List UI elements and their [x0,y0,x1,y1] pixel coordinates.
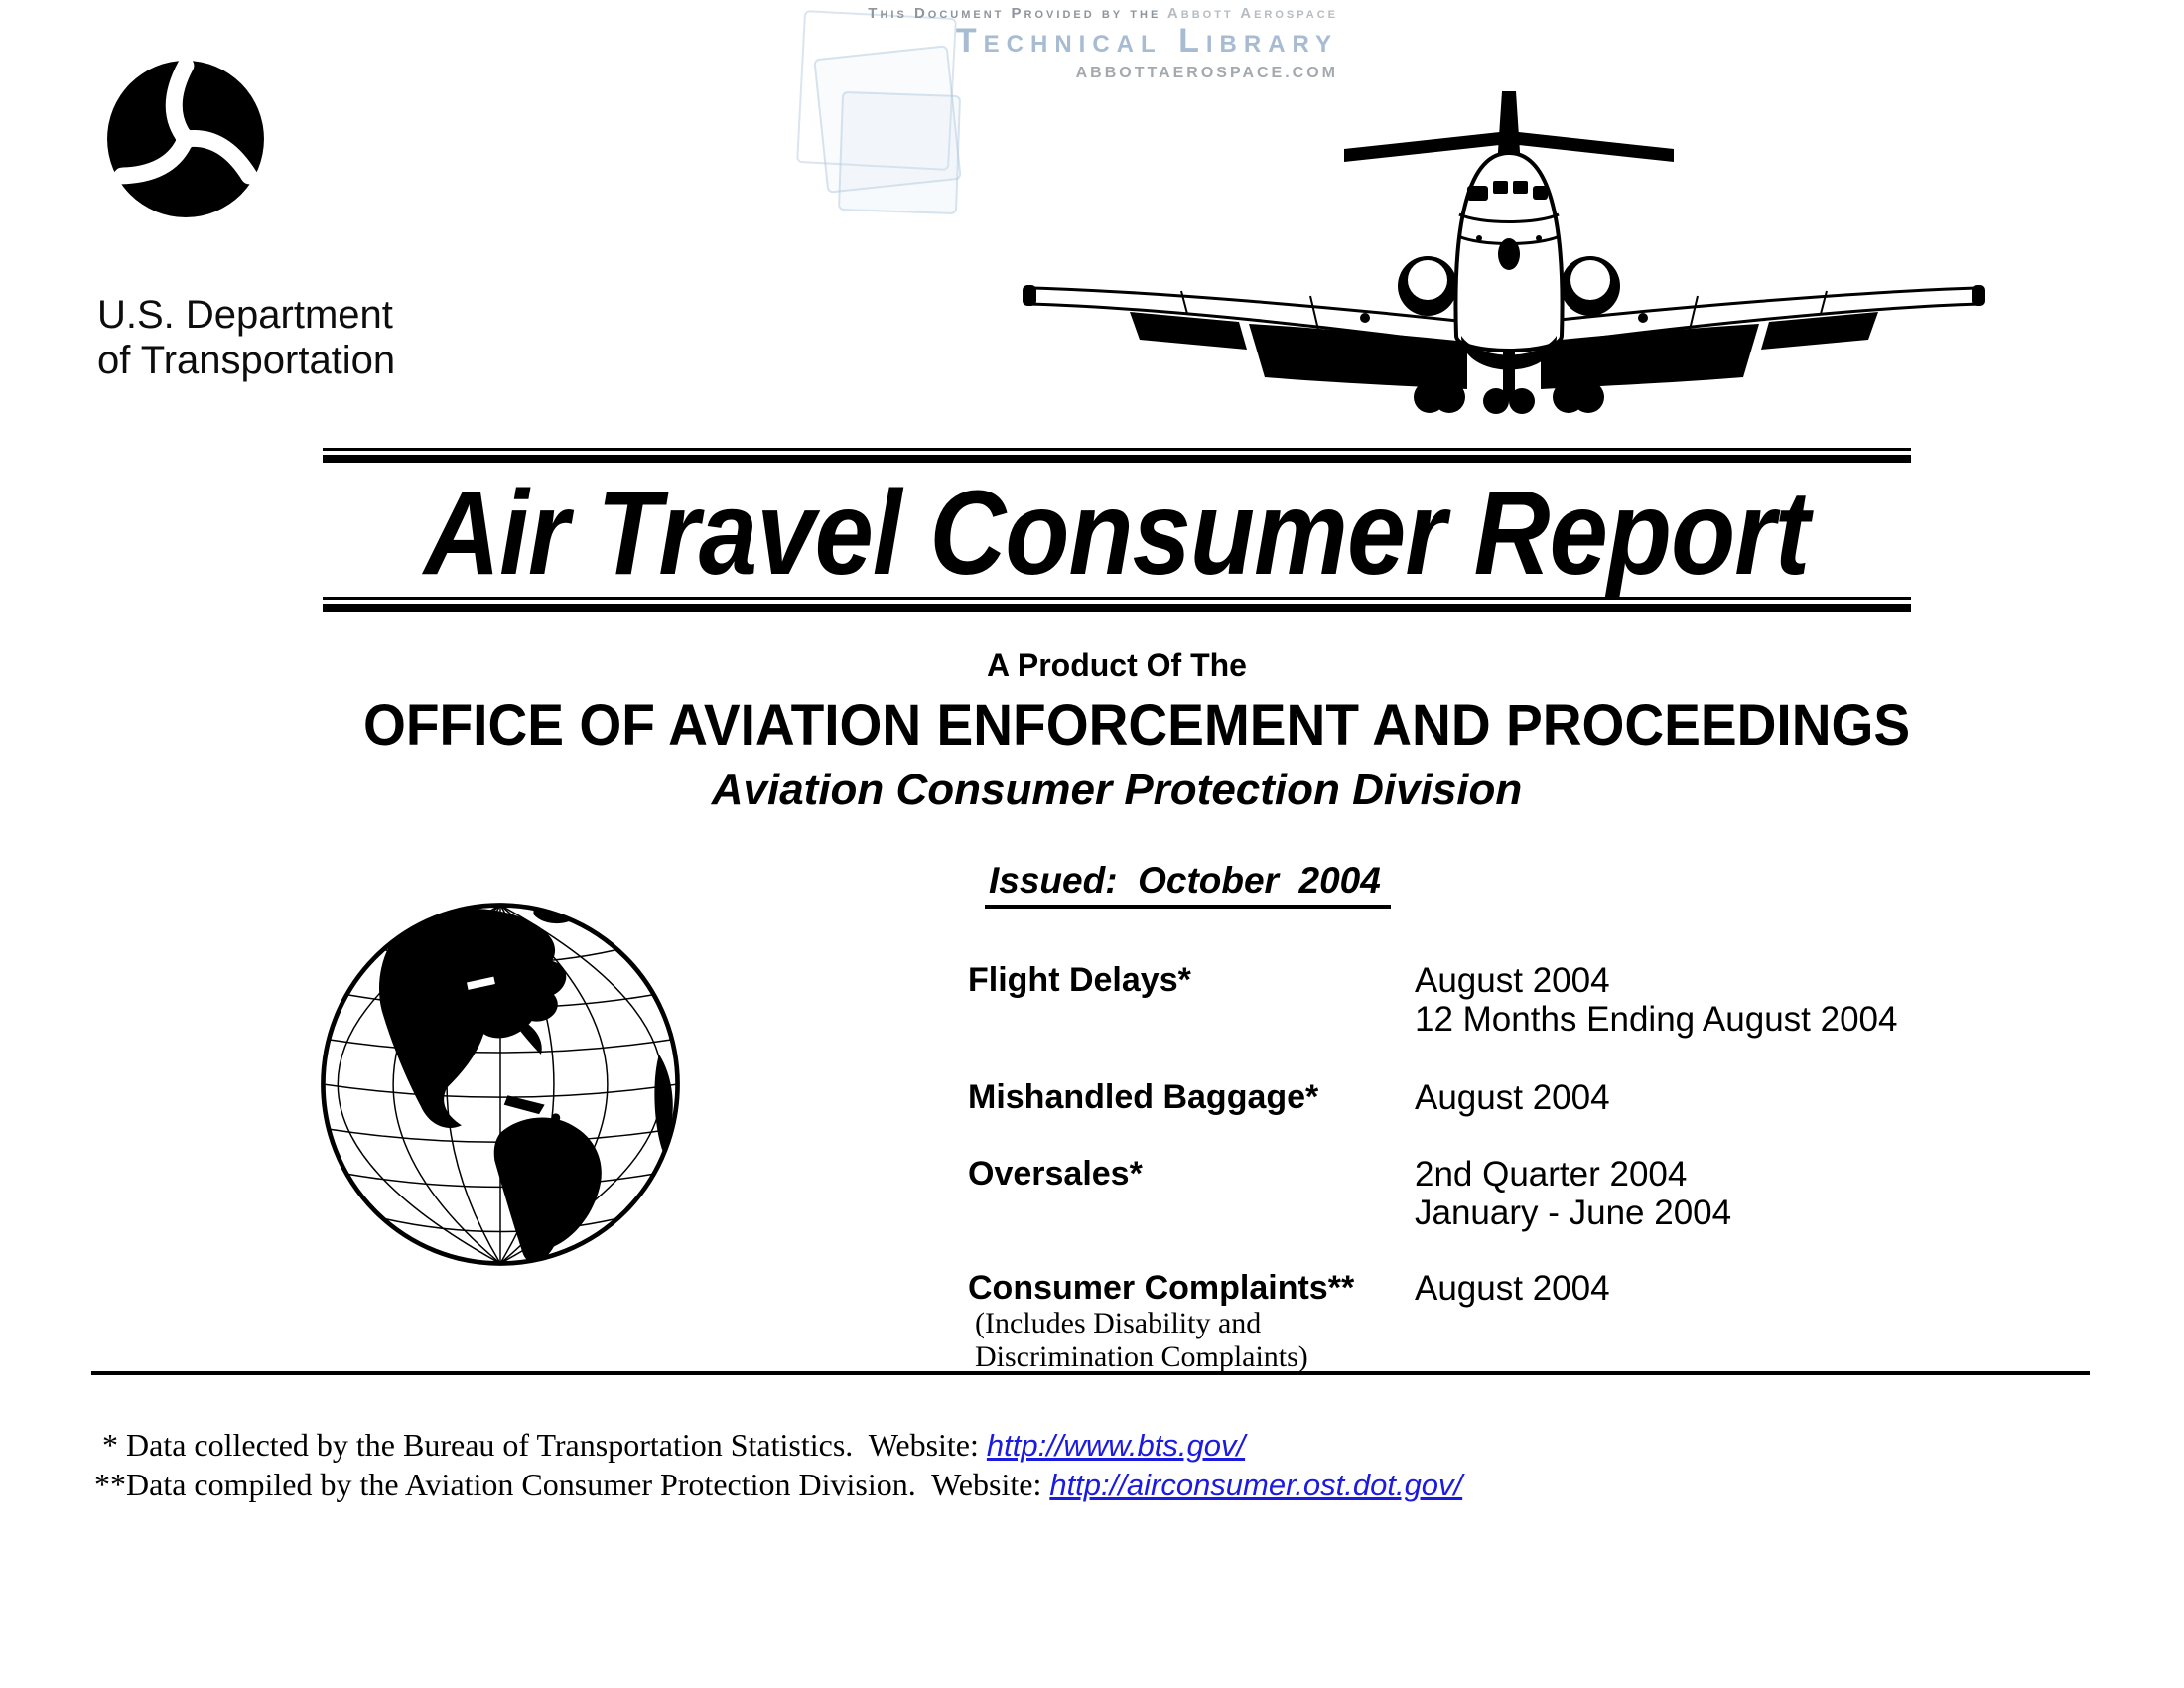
title-rule-bottom-thin [323,597,1911,600]
watermark-provided-by: This Document Provided by the [868,5,1161,22]
report-item-consumer-complaints: Consumer Complaints** [968,1269,1355,1307]
footnote-divider-rule [91,1371,2090,1375]
title-rule-top-thin [323,448,1911,451]
bts-website-link[interactable]: http://www.bts.gov/ [986,1428,1246,1463]
watermark-provided-line: This Document Provided by the Abbott Aer… [868,5,1338,23]
subtitle-office: OFFICE OF AVIATION ENFORCEMENT AND PROCE… [323,694,1911,758]
subtitle-product-of: A Product Of The [987,647,1247,683]
subtitle-block: A Product Of The OFFICE OF AVIATION ENFO… [323,647,1911,815]
footnote-acpd: **Data compiled by the Aviation Consumer… [94,1466,1462,1505]
footnote-bts-text: * Data collected by the Bureau of Transp… [94,1427,987,1463]
footnote-acpd-text: **Data compiled by the Aviation Consumer… [94,1466,1050,1502]
note-line: (Includes Disability and [975,1307,1262,1339]
watermark-sheet [837,90,962,215]
globe-americas-icon [321,903,680,1266]
period-line: 2nd Quarter 2004 [1415,1155,1688,1194]
watermark-site-url: ABBOTTAEROSPACE.COM [1075,64,1338,81]
title-rule-bottom-thick [323,604,1911,612]
dot-triskelion-logo-icon [107,57,264,217]
footnote-bts: * Data collected by the Bureau of Transp… [94,1426,1462,1466]
report-period-consumer-complaints: August 2004 [1415,1269,1610,1308]
report-period-flight-delays: August 2004 12 Months Ending August 2004 [1415,961,1897,1039]
issued-heading: Issued: October 2004 [985,860,1391,909]
report-item-oversales: Oversales* [968,1155,1143,1193]
report-period-mishandled-baggage: August 2004 [1415,1078,1610,1117]
period-line: 12 Months Ending August 2004 [1415,1000,1898,1040]
watermark-brand: Abbott Aerospace [1166,5,1338,22]
period-line: August 2004 [1415,961,1610,1000]
watermark-library-title: Technical Library [955,21,1338,60]
watermark: This Document Provided by the Abbott Aer… [868,5,1338,81]
footnotes: * Data collected by the Bureau of Transp… [94,1426,1462,1504]
airplane-front-illustration-icon [1023,91,1985,414]
period-line: January - June 2004 [1415,1194,1732,1233]
title-rule-top-thick [323,455,1911,463]
airconsumer-website-link[interactable]: http://airconsumer.ost.dot.gov/ [1049,1467,1463,1502]
consumer-complaints-note: (Includes Disability and Discrimination C… [975,1307,1308,1373]
period-line: August 2004 [1415,1078,1610,1117]
period-line: August 2004 [1415,1269,1610,1308]
report-title: Air Travel Consumer Report [323,473,1911,593]
subtitle-division: Aviation Consumer Protection Division [711,765,1523,814]
report-title-text: Air Travel Consumer Report [424,465,1810,600]
report-period-oversales: 2nd Quarter 2004 January - June 2004 [1415,1155,1731,1232]
agency-name: U.S. Department of Transportation [97,292,395,384]
agency-line1: U.S. Department [97,293,393,337]
agency-line2: of Transportation [97,339,396,383]
report-item-mishandled-baggage: Mishandled Baggage* [968,1078,1319,1116]
note-line: Discrimination Complaints) [975,1339,1308,1373]
report-item-flight-delays: Flight Delays* [968,961,1191,999]
subtitle-office-text: OFFICE OF AVIATION ENFORCEMENT AND PROCE… [363,693,1911,758]
